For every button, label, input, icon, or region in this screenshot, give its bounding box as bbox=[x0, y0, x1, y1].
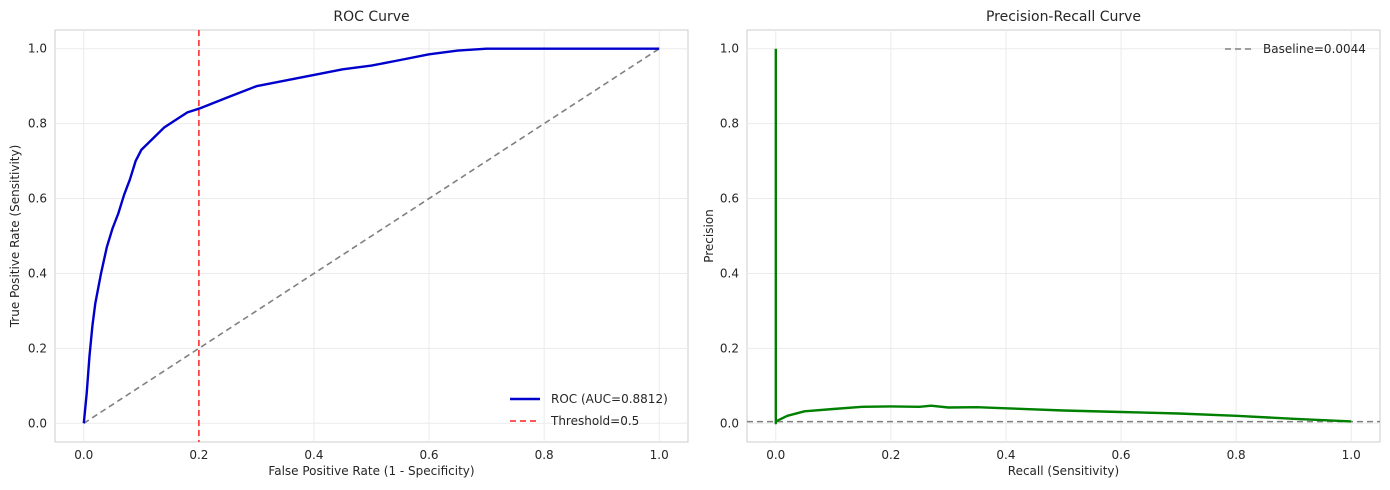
pr-y-tick-label: 1.0 bbox=[720, 42, 739, 56]
roc-y-ticks: 0.0 0.2 0.4 0.6 0.8 1.0 bbox=[28, 42, 47, 431]
pr-series bbox=[747, 48, 1380, 425]
roc-curve-line bbox=[82, 47, 660, 424]
roc-x-tick-label: 0.8 bbox=[535, 448, 554, 462]
pr-x-tick-label: 0.6 bbox=[1111, 448, 1130, 462]
pr-y-label: Precision bbox=[702, 209, 716, 263]
roc-y-tick-label: 1.0 bbox=[28, 42, 47, 56]
pr-y-tick-label: 0.6 bbox=[720, 192, 739, 206]
pr-x-tick-label: 1.0 bbox=[1342, 448, 1361, 462]
pr-y-tick-label: 0.8 bbox=[720, 117, 739, 131]
pr-x-tick-label: 0.2 bbox=[881, 448, 900, 462]
roc-title: ROC Curve bbox=[333, 9, 409, 25]
pr-curve-line bbox=[774, 48, 1352, 425]
roc-diagonal-line bbox=[83, 48, 660, 424]
roc-x-label: False Positive Rate (1 - Specificity) bbox=[268, 464, 474, 478]
roc-series bbox=[82, 30, 660, 442]
roc-y-tick-label: 0.2 bbox=[28, 341, 47, 355]
pr-title: Precision-Recall Curve bbox=[986, 9, 1141, 25]
roc-x-tick-label: 0.0 bbox=[74, 448, 93, 462]
pr-x-tick-label: 0.8 bbox=[1227, 448, 1246, 462]
pr-x-tick-label: 0.0 bbox=[766, 448, 785, 462]
roc-legend: ROC (AUC=0.8812) Threshold=0.5 bbox=[510, 392, 668, 428]
roc-x-tick-label: 1.0 bbox=[650, 448, 669, 462]
roc-grid bbox=[55, 30, 688, 442]
roc-y-tick-label: 0.8 bbox=[28, 117, 47, 131]
roc-x-tick-label: 0.6 bbox=[419, 448, 438, 462]
pr-x-tick-label: 0.4 bbox=[996, 448, 1015, 462]
roc-y-tick-label: 0.6 bbox=[28, 192, 47, 206]
roc-x-tick-label: 0.4 bbox=[304, 448, 323, 462]
roc-y-tick-label: 0.4 bbox=[28, 266, 47, 280]
pr-legend: Baseline=0.0044 bbox=[1225, 42, 1366, 56]
pr-y-tick-label: 0.2 bbox=[720, 341, 739, 355]
roc-y-tick-label: 0.0 bbox=[28, 416, 47, 430]
pr-y-ticks: 0.0 0.2 0.4 0.6 0.8 1.0 bbox=[720, 42, 739, 431]
pr-x-ticks: 0.0 0.2 0.4 0.6 0.8 1.0 bbox=[766, 448, 1361, 462]
roc-y-label: True Positive Rate (Sensitivity) bbox=[8, 145, 22, 329]
roc-panel: 0.0 0.2 0.4 0.6 0.8 1.0 0.0 0.2 0.4 0.6 0.8 1.0 RO… bbox=[8, 9, 689, 478]
pr-plot-area bbox=[746, 29, 1381, 443]
pr-panel: 0.0 0.2 0.4 0.6 0.8 1.0 0.0 0.2 0.4 0.6 0.8 1.0 Pr… bbox=[702, 9, 1381, 478]
pr-y-tick-label: 0.4 bbox=[720, 266, 739, 280]
pr-y-tick-label: 0.0 bbox=[720, 416, 739, 430]
roc-legend-label-threshold: Threshold=0.5 bbox=[550, 414, 639, 428]
roc-x-tick-label: 0.2 bbox=[189, 448, 208, 462]
roc-legend-label-roc: ROC (AUC=0.8812) bbox=[551, 392, 668, 406]
pr-legend-label-baseline: Baseline=0.0044 bbox=[1263, 42, 1366, 56]
roc-x-ticks: 0.0 0.2 0.4 0.6 0.8 1.0 bbox=[74, 448, 669, 462]
pr-x-label: Recall (Sensitivity) bbox=[1008, 464, 1119, 478]
